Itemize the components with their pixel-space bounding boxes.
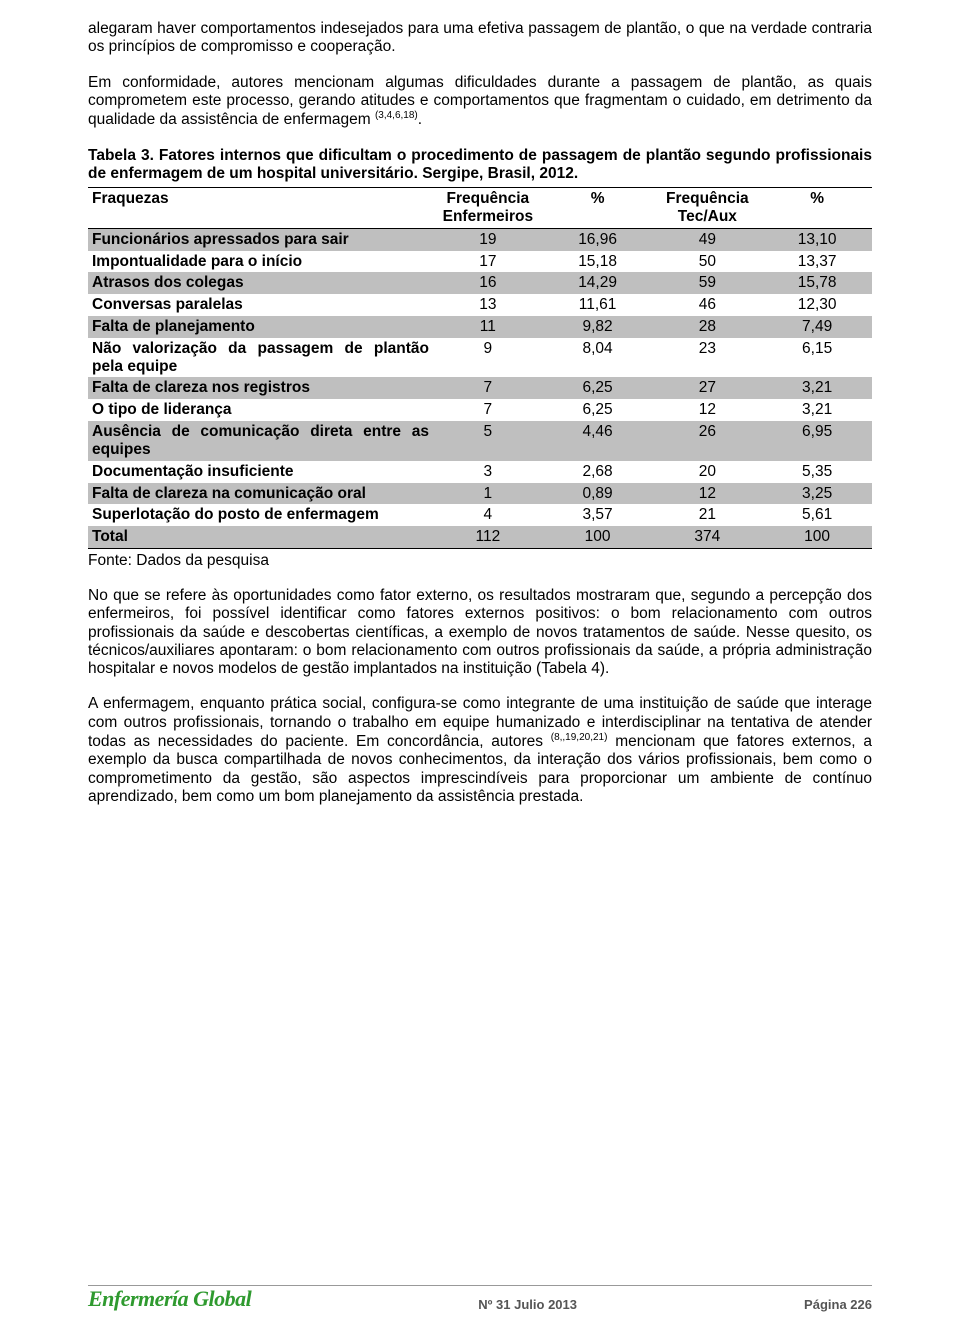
footer-brand: Enfermería Global <box>88 1286 251 1312</box>
table-row: Não valorização da passagem de plantão p… <box>88 338 872 378</box>
table-row: Ausência de comunicação direta entre as … <box>88 421 872 461</box>
cell-v2: 3,57 <box>543 504 653 526</box>
cell-v2: 15,18 <box>543 251 653 273</box>
cell-v3: 23 <box>652 338 762 378</box>
th-pct-2: % <box>762 188 872 229</box>
cell-v1: 3 <box>433 461 543 483</box>
table-header-row: Fraquezas FrequênciaEnfermeiros % Frequê… <box>88 188 872 229</box>
cell-v4: 7,49 <box>762 316 872 338</box>
cell-v4: 3,21 <box>762 377 872 399</box>
cell-v3: 374 <box>652 526 762 548</box>
cell-v1: 13 <box>433 294 543 316</box>
cell-v3: 12 <box>652 483 762 505</box>
cell-v3: 27 <box>652 377 762 399</box>
cell-v1: 7 <box>433 377 543 399</box>
table-row: Atrasos dos colegas1614,295915,78 <box>88 272 872 294</box>
cell-v2: 4,46 <box>543 421 653 461</box>
cell-v4: 6,15 <box>762 338 872 378</box>
cell-v2: 9,82 <box>543 316 653 338</box>
paragraph-2-text-a: Em conformidade, autores mencionam algum… <box>88 74 872 129</box>
cell-v1: 112 <box>433 526 543 548</box>
cell-v4: 6,95 <box>762 421 872 461</box>
cell-v3: 46 <box>652 294 762 316</box>
table-caption: Tabela 3. Fatores internos que dificulta… <box>88 147 872 184</box>
cell-v2: 16,96 <box>543 228 653 250</box>
cell-v2: 11,61 <box>543 294 653 316</box>
table-row: Total112100374100 <box>88 526 872 548</box>
th-freq-tec: FrequênciaTec/Aux <box>652 188 762 229</box>
table-row: Falta de clareza na comunicação oral10,8… <box>88 483 872 505</box>
cell-v3: 12 <box>652 399 762 421</box>
cell-v1: 16 <box>433 272 543 294</box>
cell-label: Superlotação do posto de enfermagem <box>88 504 433 526</box>
cell-label: O tipo de liderança <box>88 399 433 421</box>
th-fraquezas: Fraquezas <box>88 188 433 229</box>
cell-label: Atrasos dos colegas <box>88 272 433 294</box>
cell-v2: 100 <box>543 526 653 548</box>
cell-label: Funcionários apressados para sair <box>88 228 433 250</box>
cell-v3: 20 <box>652 461 762 483</box>
table-source: Fonte: Dados da pesquisa <box>88 552 872 570</box>
cell-v4: 100 <box>762 526 872 548</box>
cell-v3: 59 <box>652 272 762 294</box>
cell-v2: 14,29 <box>543 272 653 294</box>
cell-label: Documentação insuficiente <box>88 461 433 483</box>
cell-label: Falta de planejamento <box>88 316 433 338</box>
cell-v3: 50 <box>652 251 762 273</box>
cell-v1: 17 <box>433 251 543 273</box>
paragraph-4: A enfermagem, enquanto prática social, c… <box>88 695 872 806</box>
table-row: Superlotação do posto de enfermagem43,57… <box>88 504 872 526</box>
cell-v4: 15,78 <box>762 272 872 294</box>
cell-v2: 8,04 <box>543 338 653 378</box>
cell-label: Impontualidade para o início <box>88 251 433 273</box>
footer-page-number: Página 226 <box>804 1297 872 1312</box>
paragraph-3: No que se refere às oportunidades como f… <box>88 587 872 678</box>
cell-v1: 9 <box>433 338 543 378</box>
data-table: Fraquezas FrequênciaEnfermeiros % Frequê… <box>88 187 872 549</box>
cell-v2: 6,25 <box>543 377 653 399</box>
cell-v4: 13,10 <box>762 228 872 250</box>
table-row: Conversas paralelas1311,614612,30 <box>88 294 872 316</box>
table-row: Falta de planejamento119,82287,49 <box>88 316 872 338</box>
th-freq-enf: FrequênciaEnfermeiros <box>433 188 543 229</box>
table-row: Falta de clareza nos registros76,25273,2… <box>88 377 872 399</box>
cell-v4: 3,25 <box>762 483 872 505</box>
footer-issue: Nº 31 Julio 2013 <box>478 1297 577 1312</box>
cell-v2: 2,68 <box>543 461 653 483</box>
paragraph-2: Em conformidade, autores mencionam algum… <box>88 74 872 130</box>
th-pct-1: % <box>543 188 653 229</box>
cell-v1: 7 <box>433 399 543 421</box>
cell-v3: 28 <box>652 316 762 338</box>
table-row: O tipo de liderança76,25123,21 <box>88 399 872 421</box>
table-row: Impontualidade para o início1715,185013,… <box>88 251 872 273</box>
cell-v2: 0,89 <box>543 483 653 505</box>
cell-label: Falta de clareza nos registros <box>88 377 433 399</box>
cell-v1: 11 <box>433 316 543 338</box>
cell-v4: 5,61 <box>762 504 872 526</box>
table-row: Documentação insuficiente32,68205,35 <box>88 461 872 483</box>
paragraph-2-text-b: . <box>418 111 422 128</box>
cell-label: Total <box>88 526 433 548</box>
cell-label: Não valorização da passagem de plantão p… <box>88 338 433 378</box>
table-row: Funcionários apressados para sair1916,96… <box>88 228 872 250</box>
cell-label: Conversas paralelas <box>88 294 433 316</box>
paragraph-4-citation: (8,,19,20,21) <box>551 732 608 743</box>
page-footer: Enfermería Global Nº 31 Julio 2013 Págin… <box>0 1286 960 1312</box>
cell-v3: 49 <box>652 228 762 250</box>
paragraph-2-citation: (3,4,6,18) <box>375 110 418 121</box>
cell-v4: 3,21 <box>762 399 872 421</box>
cell-v3: 21 <box>652 504 762 526</box>
cell-v1: 4 <box>433 504 543 526</box>
cell-v4: 5,35 <box>762 461 872 483</box>
cell-v1: 5 <box>433 421 543 461</box>
cell-v1: 1 <box>433 483 543 505</box>
cell-v3: 26 <box>652 421 762 461</box>
cell-label: Falta de clareza na comunicação oral <box>88 483 433 505</box>
cell-v1: 19 <box>433 228 543 250</box>
cell-v4: 12,30 <box>762 294 872 316</box>
cell-v4: 13,37 <box>762 251 872 273</box>
cell-v2: 6,25 <box>543 399 653 421</box>
cell-label: Ausência de comunicação direta entre as … <box>88 421 433 461</box>
paragraph-1: alegaram haver comportamentos indesejado… <box>88 20 872 57</box>
